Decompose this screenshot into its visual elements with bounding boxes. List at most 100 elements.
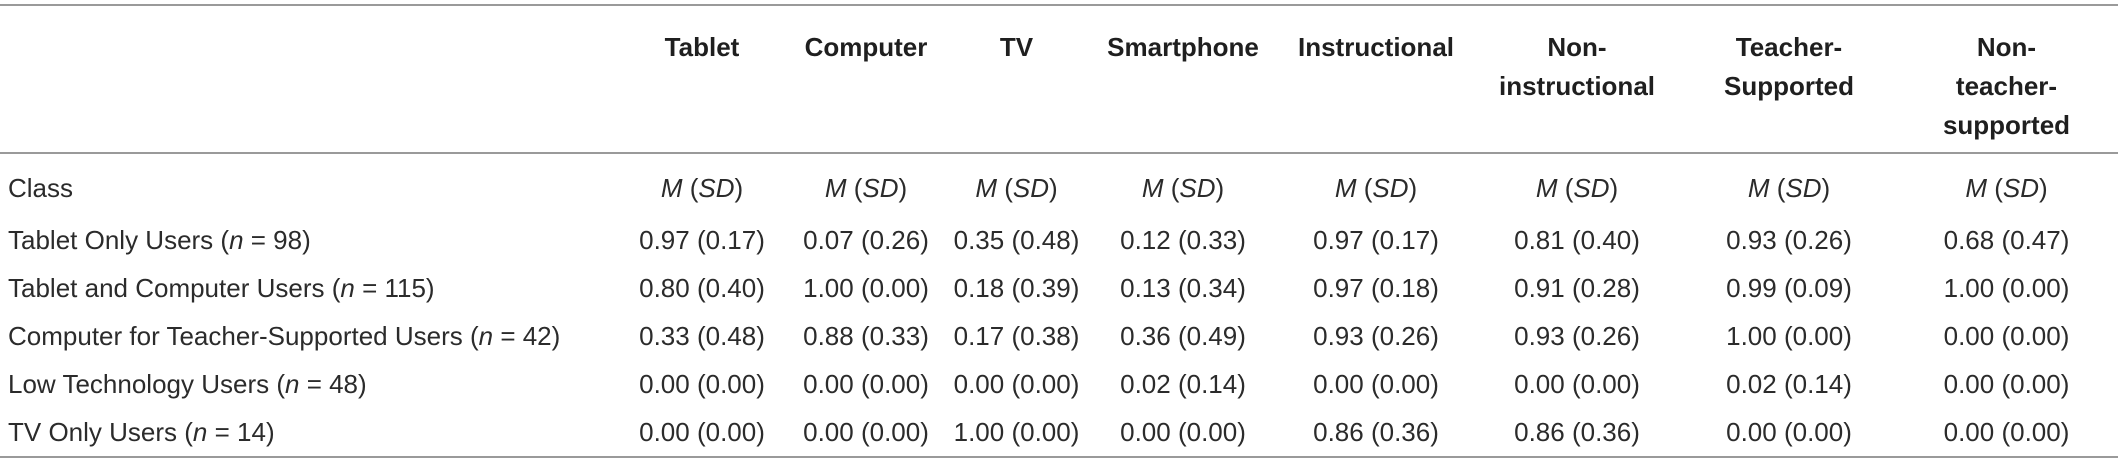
value-cell: 0.17 (0.38) <box>953 320 1080 351</box>
value-cell: 0.00 (0.00) <box>1313 368 1439 399</box>
stat-mean-symbol: M <box>1141 172 1164 203</box>
stat-mean-symbol: M <box>1747 172 1770 203</box>
header-non-teacher-supported-line-2: teacher- <box>1955 71 2058 101</box>
value-cell: 0.93 (0.26) <box>1726 224 1852 255</box>
sample-size-symbol: n <box>285 368 300 399</box>
header-instructional: Instructional <box>1281 4 1471 154</box>
value-cell: 0.07 (0.26) <box>803 224 929 255</box>
value-cell: 1.00 (0.00) <box>803 272 929 303</box>
stat-mean-symbol: M <box>1334 172 1357 203</box>
value-cell: 0.81 (0.40) <box>1514 224 1640 255</box>
results-table: Tablet Computer TV Smartphone Instructio… <box>0 4 2118 458</box>
row-label-prefix: TV Only Users ( <box>8 416 193 447</box>
stat-header-cell: M (SD) <box>1334 172 1418 203</box>
stat-header-cell: M (SD) <box>660 172 744 203</box>
row-label-prefix: Tablet Only Users ( <box>8 224 230 255</box>
value-cell: 0.86 (0.36) <box>1281 408 1471 458</box>
class-label: Class <box>8 172 74 203</box>
header-blank-cell <box>0 4 620 154</box>
stat-mean-symbol: M <box>1535 172 1558 203</box>
table-header-row: Tablet Computer TV Smartphone Instructio… <box>0 4 2118 154</box>
header-computer: Computer <box>784 4 948 154</box>
value-cell: 0.00 (0.00) <box>803 368 929 399</box>
stat-header-cell: M (SD) <box>975 172 1058 203</box>
stat-mean-symbol: M <box>1965 172 1987 203</box>
header-tv: TV <box>948 4 1085 154</box>
value-cell: 0.00 (0.00) <box>953 368 1080 399</box>
value-cell: 1.00 (0.00) <box>1726 320 1852 351</box>
row-label-suffix: = 42) <box>493 320 561 351</box>
value-cell: 0.33 (0.48) <box>639 320 765 351</box>
stat-mean-symbol: M <box>975 172 997 203</box>
value-cell: 0.00 (0.00) <box>784 408 948 458</box>
row-label-suffix: = 14) <box>207 416 275 447</box>
header-teacher-supported-line-2: Supported <box>1724 71 1854 101</box>
sample-size-symbol: n <box>192 416 208 447</box>
row-label-prefix: Low Technology Users ( <box>8 368 285 399</box>
table-row: Computer for Teacher-Supported Users (n … <box>0 312 2118 360</box>
header-non-teacher-supported: Non- teacher- supported <box>1895 4 2118 154</box>
table-row: Tablet Only Users (n = 98) 0.97 (0.17) 0.0… <box>0 216 2118 264</box>
value-cell: 0.91 (0.28) <box>1514 272 1640 303</box>
header-non-teacher-supported-line-1: Non- <box>1976 32 2037 62</box>
header-tablet: Tablet <box>620 4 784 154</box>
value-cell: 0.00 (0.00) <box>1943 320 2070 351</box>
row-label-prefix: Computer for Teacher-Supported Users ( <box>8 320 479 351</box>
value-cell: 0.97 (0.17) <box>639 224 765 255</box>
header-non-teacher-supported-line-3: supported <box>1942 110 2071 140</box>
row-label-suffix: = 48) <box>299 368 367 399</box>
value-cell: 1.00 (0.00) <box>948 408 1085 458</box>
stat-sd-symbol: SD <box>698 172 735 203</box>
header-non-instructional: Non- instructional <box>1471 4 1683 154</box>
stat-header-cell: M (SD) <box>1747 172 1831 203</box>
value-cell: 0.80 (0.40) <box>639 272 765 303</box>
stat-sd-symbol: SD <box>862 172 899 203</box>
value-cell: 0.35 (0.48) <box>953 224 1080 255</box>
stat-sd-symbol: SD <box>1785 172 1822 203</box>
row-label: Low Technology Users (n = 48) <box>0 360 620 408</box>
value-cell: 1.00 (0.00) <box>1943 272 2070 303</box>
row-label: TV Only Users (n = 14) <box>0 408 620 458</box>
value-cell: 0.99 (0.09) <box>1726 272 1852 303</box>
header-non-instructional-line-2: instructional <box>1498 71 1655 101</box>
value-cell: 0.93 (0.26) <box>1313 320 1439 351</box>
row-label-suffix: = 115) <box>354 272 435 303</box>
value-cell: 0.00 (0.00) <box>620 408 784 458</box>
table-row: Low Technology Users (n = 48) 0.00 (0.00)… <box>0 360 2118 408</box>
stat-sd-symbol: SD <box>1372 172 1409 203</box>
stat-sd-symbol: SD <box>1179 172 1216 203</box>
value-cell: 0.12 (0.33) <box>1120 224 1246 255</box>
header-teacher-supported-line-1: Teacher- <box>1735 32 1843 62</box>
stat-sd-symbol: SD <box>2002 172 2039 203</box>
value-cell: 0.36 (0.49) <box>1120 320 1246 351</box>
stat-header-cell: M (SD) <box>1141 172 1225 203</box>
row-label-suffix: = 98) <box>243 224 311 255</box>
value-cell: 0.97 (0.18) <box>1313 272 1439 303</box>
value-cell: 0.00 (0.00) <box>639 368 765 399</box>
row-label: Tablet and Computer Users (n = 115) <box>0 264 620 312</box>
value-cell: 0.00 (0.00) <box>1085 408 1281 458</box>
value-cell: 0.18 (0.39) <box>953 272 1080 303</box>
stat-sd-symbol: SD <box>1012 172 1049 203</box>
sample-size-symbol: n <box>340 272 355 303</box>
stat-mean-symbol: M <box>824 172 847 203</box>
value-cell: 0.02 (0.14) <box>1726 368 1852 399</box>
value-cell: 0.68 (0.47) <box>1943 224 2070 255</box>
stat-header-cell: M (SD) <box>1965 172 2048 203</box>
table-row: Tablet and Computer Users (n = 115) 0.80 … <box>0 264 2118 312</box>
value-cell: 0.02 (0.14) <box>1120 368 1246 399</box>
header-non-instructional-line-1: Non- <box>1547 32 1607 62</box>
value-cell: 0.86 (0.36) <box>1471 408 1683 458</box>
stat-sd-symbol: SD <box>1573 172 1610 203</box>
value-cell: 0.00 (0.00) <box>1895 408 2118 458</box>
value-cell: 0.93 (0.26) <box>1514 320 1640 351</box>
row-label-prefix: Tablet and Computer Users ( <box>8 272 341 303</box>
sample-size-symbol: n <box>229 224 244 255</box>
value-cell: 0.00 (0.00) <box>1683 408 1895 458</box>
header-teacher-supported: Teacher- Supported <box>1683 4 1895 154</box>
stat-header-cell: M (SD) <box>1535 172 1619 203</box>
row-label: Tablet Only Users (n = 98) <box>0 216 620 264</box>
value-cell: 0.13 (0.34) <box>1120 272 1246 303</box>
stat-header-cell: M (SD) <box>824 172 908 203</box>
